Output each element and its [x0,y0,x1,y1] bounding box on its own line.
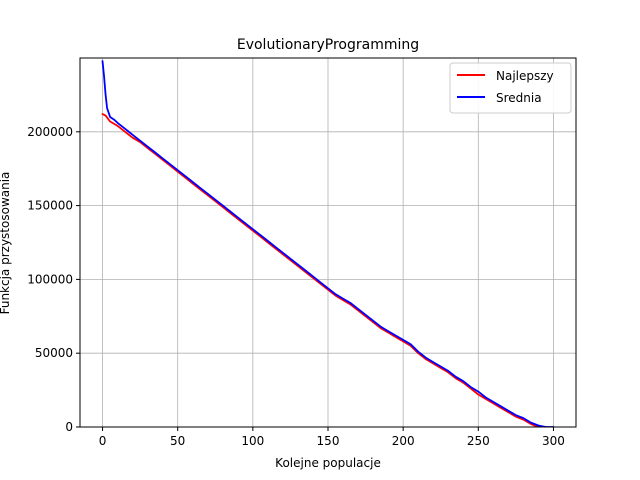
x-tick-label: 50 [170,434,185,448]
chart-title: EvolutionaryProgramming [237,37,419,53]
x-tick-label: 0 [99,434,107,448]
x-axis-label: Kolejne populacje [275,456,381,470]
y-tick-label: 100000 [27,272,73,286]
x-tick-label: 200 [392,434,415,448]
y-tick-label: 150000 [27,199,73,213]
x-tick-label: 250 [467,434,490,448]
series-lines [101,60,555,427]
axis-ticks: 0 50 100 150 200 250 300 0 50000 100000 150000 2000… [27,125,565,448]
x-tick-label: 100 [241,434,264,448]
y-axis-label: Funkcja przystosowania [0,172,12,315]
legend-label-srednia: Srednia [496,91,542,105]
legend-label-najlepszy: Najlepszy [496,69,554,83]
series-line-najlepszy [101,113,549,427]
legend: Najlepszy Srednia [449,62,572,114]
grid [80,58,576,428]
x-tick-label: 150 [317,434,340,448]
y-tick-label: 0 [65,420,73,434]
x-tick-label: 300 [542,434,565,448]
y-tick-label: 200000 [27,125,73,139]
series-line-srednia [101,60,555,427]
y-tick-label: 50000 [35,346,73,360]
